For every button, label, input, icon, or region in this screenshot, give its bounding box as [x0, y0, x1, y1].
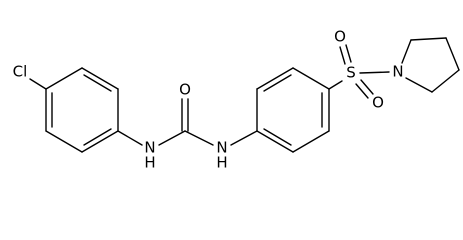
bond: [405, 77, 433, 93]
bond: [355, 83, 369, 99]
atom-label: N: [392, 63, 403, 81]
atom-label: H: [144, 154, 155, 172]
bond: [339, 46, 346, 65]
bond: [256, 130, 294, 153]
atom-label: N: [144, 139, 155, 157]
bond: [83, 74, 112, 92]
bond: [45, 130, 83, 153]
bond: [401, 39, 412, 64]
bond: [360, 79, 374, 95]
bond: [292, 130, 330, 153]
bond: [345, 44, 352, 63]
atom-label: Cl: [13, 63, 28, 81]
bond: [29, 78, 47, 90]
bond: [263, 128, 292, 146]
bond: [45, 67, 83, 90]
bond: [292, 67, 330, 90]
bond: [410, 37, 447, 41]
atom-label: N: [216, 139, 227, 157]
bonds: [29, 37, 460, 153]
atom-label: O: [179, 81, 191, 99]
bond: [81, 67, 119, 90]
bond: [431, 69, 460, 93]
bond: [359, 71, 390, 74]
bond: [158, 130, 186, 146]
bond: [117, 130, 143, 146]
molecule-diagram: Cl N H O N H S O O N: [13, 28, 460, 172]
atom-label: O: [372, 94, 384, 112]
bond: [83, 128, 112, 146]
bond: [256, 67, 294, 90]
atom-label: H: [216, 154, 227, 172]
bond: [263, 74, 292, 92]
atom-labels: Cl N H O N H S O O N: [13, 28, 404, 172]
bond: [81, 130, 119, 153]
bond: [230, 130, 258, 146]
bond: [445, 37, 460, 71]
atom-label: O: [334, 28, 346, 46]
atom-label: S: [346, 64, 356, 82]
bond: [184, 130, 214, 146]
bond: [328, 80, 343, 90]
